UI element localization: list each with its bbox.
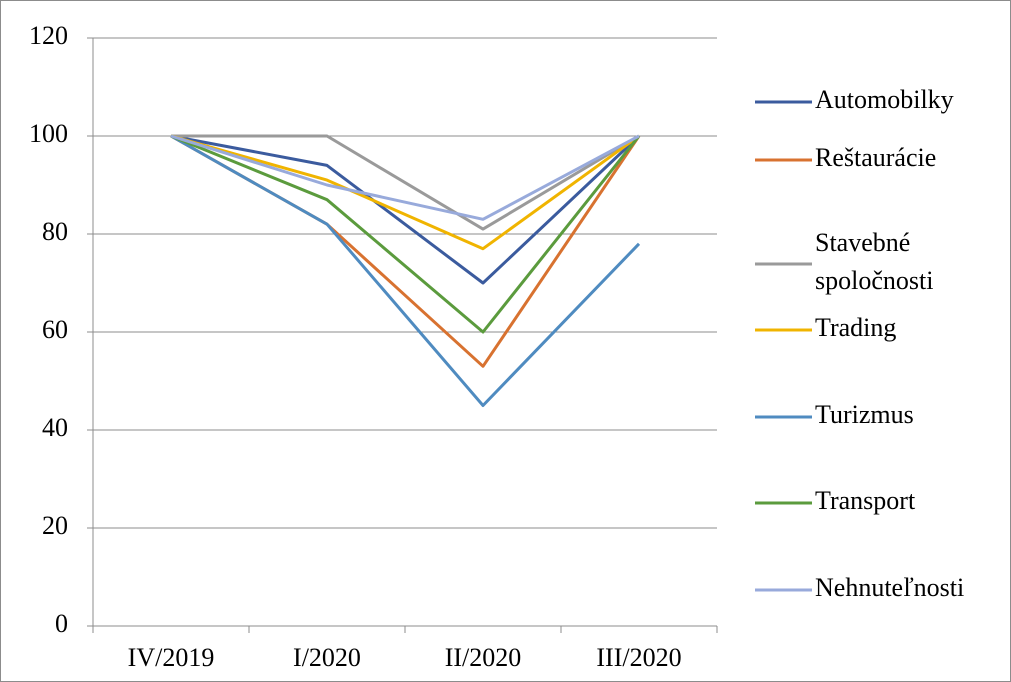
y-tick-label: 20 (42, 511, 68, 540)
series-line (170, 134, 641, 407)
x-tick-label: IV/2019 (128, 643, 215, 672)
y-tick-label: 80 (42, 217, 68, 246)
legend-label: Reštaurácie (815, 143, 936, 172)
y-tick-label: 60 (42, 315, 68, 344)
legend-label: Turizmus (815, 400, 914, 429)
y-tick-label: 100 (29, 119, 68, 148)
x-tick-label: III/2020 (596, 643, 681, 672)
x-tick-label: II/2020 (445, 643, 522, 672)
series-line (170, 134, 640, 221)
legend-label: Nehnuteľnosti (815, 573, 964, 602)
legend-label: Transport (815, 486, 916, 515)
y-tick-label: 0 (55, 609, 68, 638)
legend-label: Trading (815, 313, 896, 342)
series-line (171, 134, 640, 231)
y-tick-label: 40 (42, 413, 68, 442)
series-line (170, 134, 641, 334)
y-tick-label: 120 (29, 21, 68, 50)
series-line (170, 134, 641, 285)
series-line (170, 134, 640, 251)
x-tick-label: I/2020 (293, 643, 361, 672)
legend-label: Stavebné spoločnosti (815, 228, 933, 295)
legend-label: Automobilky (815, 85, 954, 114)
